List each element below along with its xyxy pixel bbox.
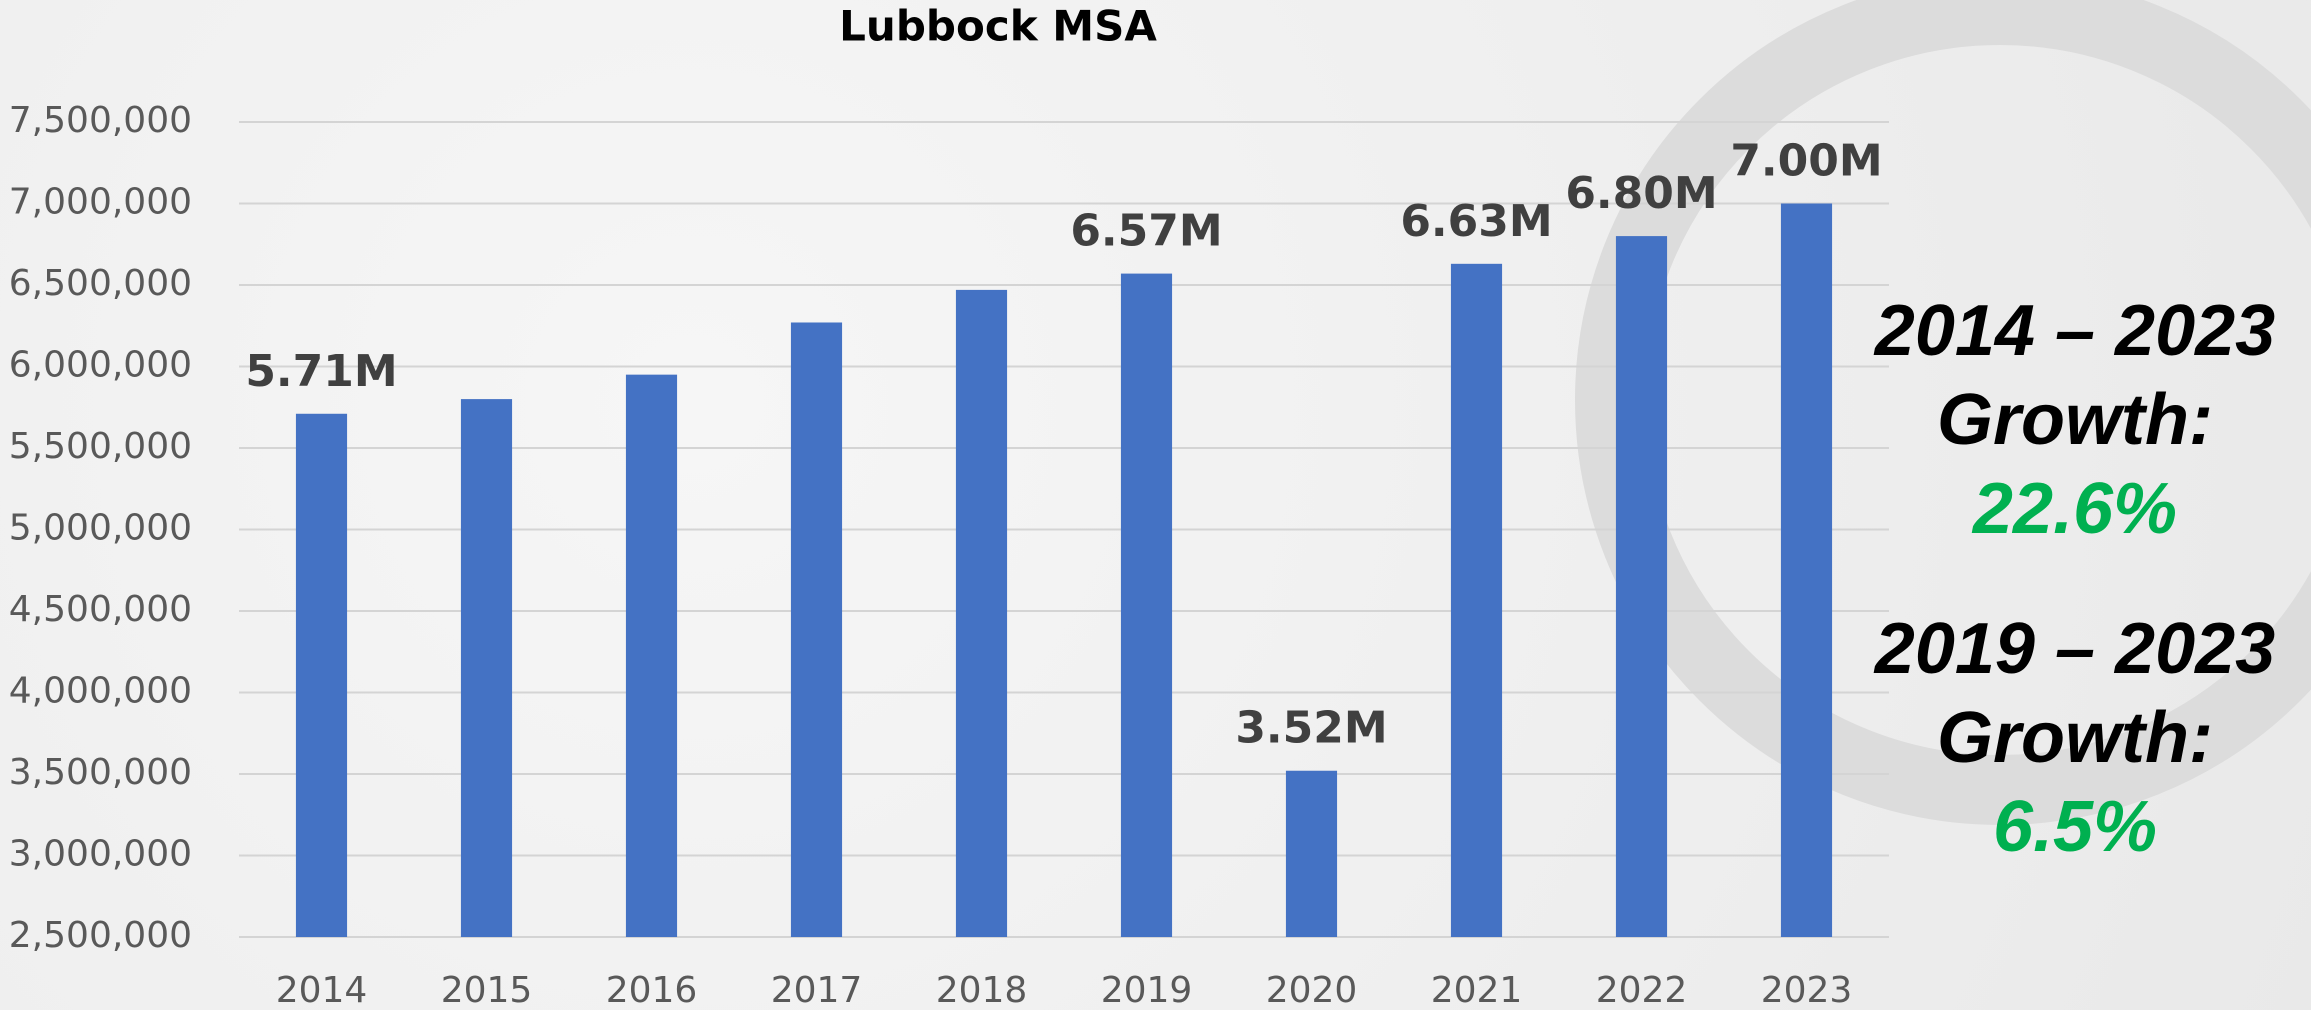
value-label: 7.00M: [1730, 136, 1882, 187]
x-tick-label: 2014: [276, 970, 368, 1010]
x-tick-label: 2018: [936, 970, 1028, 1010]
bar: [625, 374, 678, 937]
bar: [1285, 770, 1338, 937]
chart-title: Lubbock MSA: [839, 2, 1157, 51]
y-tick-label: 6,000,000: [9, 345, 192, 386]
bar: [790, 322, 843, 937]
y-tick-label: 2,500,000: [9, 915, 192, 956]
y-tick-label: 4,500,000: [9, 589, 192, 630]
value-label: 3.52M: [1235, 703, 1387, 754]
x-tick-label: 2020: [1266, 970, 1358, 1010]
annotation-growth: 6.5%: [1993, 787, 2157, 867]
bar: [295, 413, 348, 937]
y-tick-label: 7,500,000: [9, 100, 192, 141]
bar: [460, 399, 513, 938]
x-tick-label: 2016: [606, 970, 698, 1010]
x-tick-label: 2021: [1431, 970, 1523, 1010]
x-tick-label: 2023: [1761, 970, 1853, 1010]
annotation-period: 2014 – 2023: [1873, 291, 2275, 371]
bar: [1780, 203, 1833, 937]
x-tick-label: 2019: [1101, 970, 1193, 1010]
y-tick-label: 3,500,000: [9, 752, 192, 793]
bar: [1450, 263, 1503, 937]
x-tick-label: 2015: [441, 970, 533, 1010]
value-label: 5.71M: [245, 346, 397, 397]
y-tick-label: 5,500,000: [9, 426, 192, 467]
value-label: 6.57M: [1070, 206, 1222, 257]
bar: [1120, 273, 1173, 938]
annotation-growth: 22.6%: [1971, 469, 2177, 549]
y-tick-label: 7,000,000: [9, 182, 192, 223]
y-tick-label: 4,000,000: [9, 671, 192, 712]
annotation-period: 2019 – 2023: [1873, 609, 2275, 689]
y-tick-label: 3,000,000: [9, 834, 192, 875]
bar: [1615, 236, 1668, 938]
background-emblem: [1575, 0, 2311, 825]
y-tick-label: 5,000,000: [9, 508, 192, 549]
annotation-label: Growth:: [1937, 380, 2213, 460]
x-tick-label: 2017: [771, 970, 863, 1010]
bar: [955, 289, 1008, 937]
value-label: 6.80M: [1565, 168, 1717, 219]
value-label: 6.63M: [1400, 196, 1552, 247]
x-tick-label: 2022: [1596, 970, 1688, 1010]
annotation-label: Growth:: [1937, 698, 2213, 778]
y-tick-label: 6,500,000: [9, 263, 192, 304]
